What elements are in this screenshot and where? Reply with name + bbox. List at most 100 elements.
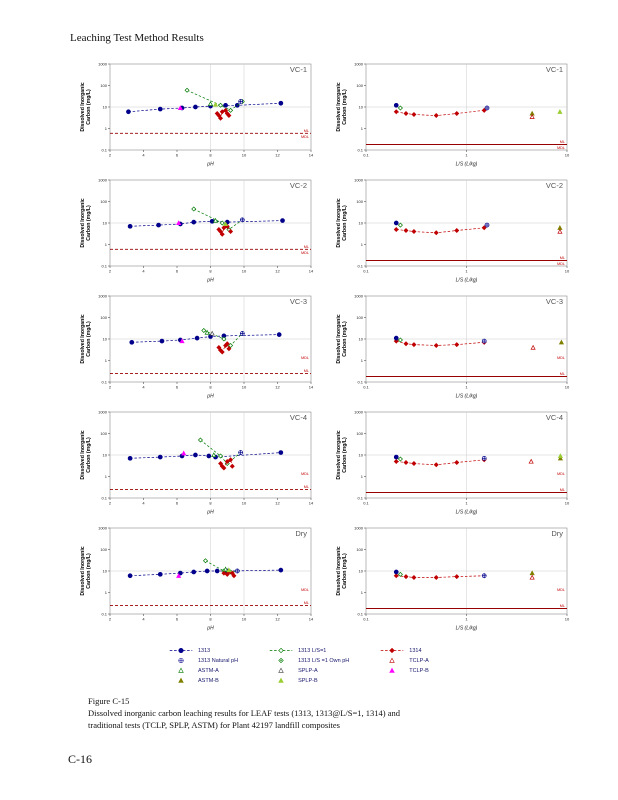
svg-text:ML: ML [304,129,309,133]
svg-text:10: 10 [103,568,108,573]
svg-text:0.1: 0.1 [357,495,363,500]
svg-text:10: 10 [242,501,247,506]
svg-text:12: 12 [275,617,280,622]
legend-label: TCLP-A [409,657,429,664]
svg-text:1: 1 [465,153,468,158]
svg-text:12: 12 [275,269,280,274]
figure-caption-line1: Dissolved inorganic carbon leaching resu… [88,707,401,718]
svg-text:8: 8 [209,617,212,622]
svg-text:Carbon (mg/L): Carbon (mg/L) [86,205,92,241]
svg-text:Dissolved Inorganic: Dissolved Inorganic [336,430,342,479]
svg-text:Dissolved Inorganic: Dissolved Inorganic [336,198,342,247]
chart-vc1-ph: 2 4 6 8 10 12 14 0.1 1 10 100 1000 ML MDL VC-1 Dissolve… [78,56,324,168]
svg-text:1: 1 [105,126,108,131]
svg-text:VC-3: VC-3 [290,297,307,306]
svg-text:100: 100 [356,315,363,320]
svg-text:4: 4 [142,501,145,506]
svg-text:10: 10 [359,220,364,225]
svg-text:10: 10 [565,617,570,622]
svg-text:ML: ML [560,140,565,144]
svg-text:10: 10 [103,220,108,225]
svg-text:100: 100 [356,547,363,552]
svg-text:MDL: MDL [301,588,309,592]
svg-text:MDL: MDL [557,262,565,266]
legend-label: 1313 Natural pH [198,657,239,664]
svg-text:14: 14 [309,385,314,390]
svg-text:0.1: 0.1 [101,263,107,268]
legend-marker-diamond-icon [269,647,293,654]
svg-text:MDL: MDL [301,251,309,255]
svg-text:1000: 1000 [354,525,364,530]
svg-text:Carbon (mg/L): Carbon (mg/L) [342,205,348,241]
legend-marker-circle-plus-icon [178,657,184,664]
legend-item-astm_a: ASTM-A [168,666,238,675]
svg-text:10: 10 [565,153,570,158]
legend-label: SPLP-B [298,677,318,684]
svg-text:ML: ML [304,369,309,373]
svg-text:10: 10 [103,452,108,457]
legend-marker-triangle-icon [278,677,284,683]
svg-text:MDL: MDL [557,356,565,360]
chart-vc2-ls: 0.1 1 10 0.1 1 10 100 1000 ML MDL VC-2 Dissolved In… [334,172,580,284]
svg-text:1000: 1000 [354,293,364,298]
svg-text:12: 12 [275,501,280,506]
svg-text:0.1: 0.1 [101,379,107,384]
legend-item-tclp_b: TCLP-B [379,666,429,675]
legend-label: ASTM-A [198,667,219,674]
svg-text:1: 1 [361,474,364,479]
chart-vc4-ls: 0.1 1 10 0.1 1 10 100 1000 ML MDL VC-4 Dissolved In… [334,404,580,516]
svg-text:1: 1 [105,590,108,595]
chart-vc4-ph: 2 4 6 8 10 12 14 0.1 1 10 100 1000 ML MDL VC-4 Dissolve… [78,404,324,516]
charts-grid: 2 4 6 8 10 12 14 0.1 1 10 100 1000 ML MDL VC-1 Dissolve… [78,56,580,632]
svg-text:6: 6 [176,501,179,506]
svg-text:10: 10 [242,385,247,390]
legend-item-s1313_ls1own: 1313 L/S =1 Own pH [268,656,349,665]
svg-text:10: 10 [103,104,108,109]
svg-text:1000: 1000 [354,177,364,182]
svg-text:14: 14 [309,501,314,506]
svg-text:VC-4: VC-4 [290,413,307,422]
svg-text:100: 100 [100,547,107,552]
svg-text:10: 10 [242,617,247,622]
chart-dry-ls: 0.1 1 10 0.1 1 10 100 1000 ML MDL Dry Dissolved Ino… [334,520,580,632]
svg-text:1: 1 [465,501,468,506]
svg-text:VC-4: VC-4 [546,413,563,422]
svg-text:10: 10 [359,336,364,341]
svg-text:Dissolved Inorganic: Dissolved Inorganic [336,82,342,131]
svg-text:4: 4 [142,269,145,274]
svg-text:Carbon (mg/L): Carbon (mg/L) [342,437,348,473]
chart-vc3-ph: 2 4 6 8 10 12 14 0.1 1 10 100 1000 ML MDL VC-3 Dissolve… [78,288,324,400]
legend-marker-diamond-icon [381,647,404,654]
svg-text:100: 100 [100,83,107,88]
svg-text:ML: ML [304,601,309,605]
svg-text:pH: pH [206,278,214,284]
svg-text:L/S (L/kg): L/S (L/kg) [456,510,478,516]
svg-text:100: 100 [356,199,363,204]
svg-text:0.1: 0.1 [357,379,363,384]
svg-text:MDL: MDL [557,588,565,592]
svg-text:VC-1: VC-1 [546,65,563,74]
svg-text:100: 100 [100,199,107,204]
legend-label: ASTM-B [198,677,219,684]
svg-text:10: 10 [565,269,570,274]
svg-text:10: 10 [103,336,108,341]
svg-text:ML: ML [560,604,565,608]
legend-label: 1313 [198,647,211,654]
svg-text:Dissolved Inorganic: Dissolved Inorganic [336,546,342,595]
legend-marker-circle-icon [169,647,193,654]
svg-text:L/S (L/kg): L/S (L/kg) [456,278,478,284]
legend-marker-diamond-dot-icon [278,657,284,664]
svg-text:1: 1 [361,242,364,247]
legend-label: TCLP-B [409,667,429,674]
svg-text:12: 12 [275,385,280,390]
svg-text:0.1: 0.1 [363,617,369,622]
svg-text:8: 8 [209,385,212,390]
svg-text:6: 6 [176,617,179,622]
svg-text:0.1: 0.1 [363,385,369,390]
svg-text:2: 2 [109,617,112,622]
svg-text:VC-2: VC-2 [546,181,563,190]
svg-text:10: 10 [242,153,247,158]
svg-text:ML: ML [560,372,565,376]
figure-caption-line2: traditional tests (TCLP, SPLP, ASTM) for… [88,719,340,730]
